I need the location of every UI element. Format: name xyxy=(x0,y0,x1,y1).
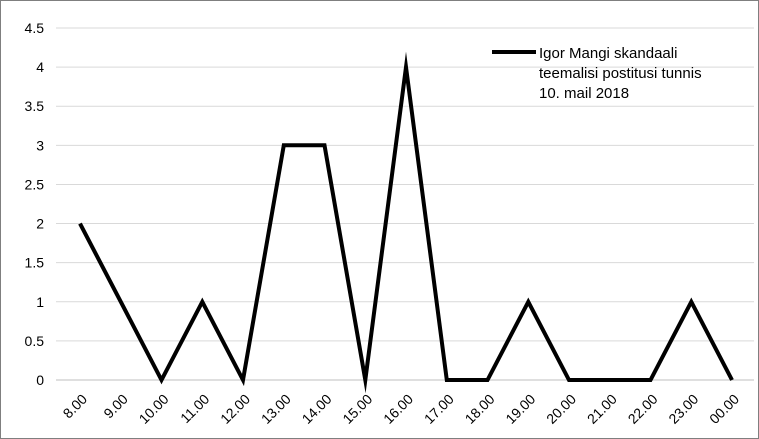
x-tick-label: 14.00 xyxy=(299,391,335,427)
y-tick-label: 3 xyxy=(36,137,44,153)
x-tick-label: 13.00 xyxy=(258,391,294,427)
y-tick-label: 4 xyxy=(36,59,44,75)
y-tick-label: 0.5 xyxy=(25,333,45,349)
y-tick-label: 2 xyxy=(36,216,44,232)
y-axis-ticks: 0 0.5 1 1.5 2 2.5 3 3.5 4 4.5 xyxy=(25,20,45,388)
x-tick-label: 9.00 xyxy=(100,391,131,422)
x-tick-label: 12.00 xyxy=(217,391,253,427)
x-tick-label: 17.00 xyxy=(421,391,457,427)
x-tick-label: 11.00 xyxy=(177,391,213,427)
y-tick-label: 2.5 xyxy=(25,176,45,192)
x-tick-label: 20.00 xyxy=(543,391,579,427)
x-tick-label: 21.00 xyxy=(584,391,620,427)
x-axis-ticks: 8.00 9.00 10.00 11.00 12.00 13.00 14.00 15.00 16… xyxy=(60,391,743,427)
legend-label-line-3: 10. mail 2018 xyxy=(539,85,629,102)
x-tick-label: 10.00 xyxy=(136,391,172,427)
x-tick-label: 18.00 xyxy=(462,391,498,427)
legend: Igor Mangi skandaali teemalisi postitusi… xyxy=(492,45,702,102)
series-line xyxy=(78,51,734,394)
x-tick-label: 00.00 xyxy=(706,391,742,427)
x-tick-label: 8.00 xyxy=(60,391,91,422)
legend-label-line-2: teemalisi postitusi tunnis xyxy=(539,65,702,82)
legend-label-line-1: Igor Mangi skandaali xyxy=(539,45,677,62)
x-tick-label: 22.00 xyxy=(625,391,661,427)
x-tick-label: 23.00 xyxy=(665,391,701,427)
y-tick-label: 3.5 xyxy=(25,98,45,114)
y-tick-label: 0 xyxy=(36,372,44,388)
y-tick-label: 4.5 xyxy=(25,20,45,36)
y-tick-label: 1.5 xyxy=(25,255,45,271)
x-tick-label: 16.00 xyxy=(380,391,416,427)
y-tick-label: 1 xyxy=(36,294,44,310)
x-tick-label: 19.00 xyxy=(502,391,538,427)
x-tick-label: 15.00 xyxy=(339,391,375,427)
series-layer xyxy=(78,51,734,394)
